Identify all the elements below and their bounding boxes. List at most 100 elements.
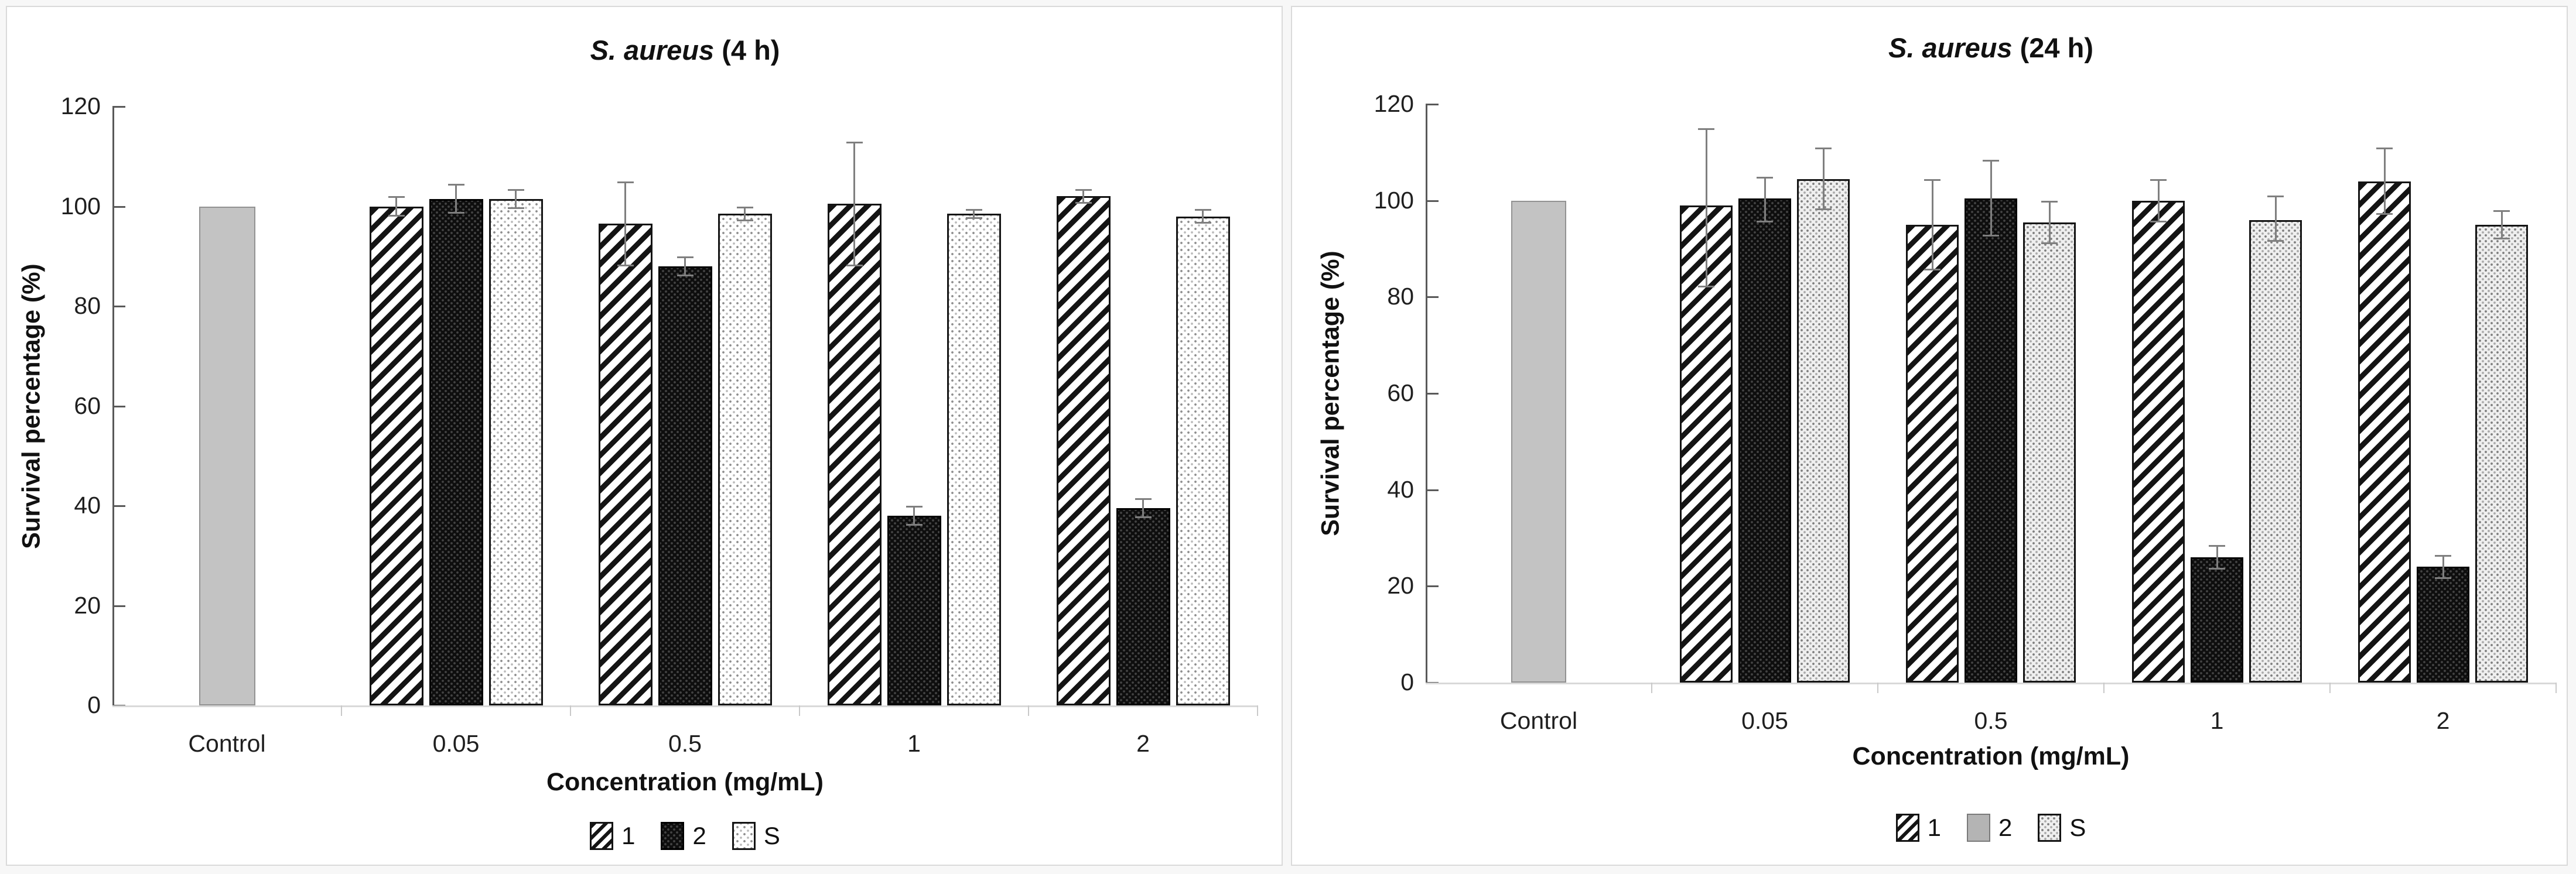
error-bar-line [1931, 179, 1933, 271]
error-bar-cap-top [2150, 179, 2167, 181]
category-boundary-tick [1651, 683, 1652, 693]
error-bar-cap-top [2041, 200, 2058, 203]
error-bar-line [515, 188, 517, 209]
legend-label: 2 [692, 822, 706, 849]
y-tick-mark [1426, 104, 1439, 105]
bar-series-1-1 [827, 204, 882, 705]
legend-label: 1 [1927, 814, 1941, 841]
error-bar [2209, 545, 2225, 570]
bar-series-S-0.5 [718, 214, 772, 705]
y-tick-label: 40 [74, 492, 101, 519]
bar-series-1-1 [2132, 200, 2185, 683]
error-bar-line [1142, 498, 1144, 519]
legend: 1 2 S [112, 822, 1258, 850]
legend-swatch-hatch [590, 822, 614, 850]
legend-item-1: 1 [590, 822, 635, 850]
error-bar-line [1764, 176, 1766, 222]
error-bar-cap-bottom [2376, 213, 2393, 215]
legend-item-S: S [2038, 814, 2086, 842]
chart-title-species: S. aureus [590, 35, 715, 66]
category-boundary-tick [2555, 683, 2557, 693]
bar-series-S-1 [2249, 220, 2302, 683]
y-tick-label: 80 [1387, 283, 1414, 310]
bar-series-S-0.05 [488, 198, 543, 705]
bar-series-S-2 [2475, 224, 2528, 683]
chart-title: S. aureus (24 h) [1426, 32, 2556, 64]
bar-series-1-0.05 [369, 206, 423, 705]
error-bar-cap-bottom [1924, 269, 1940, 271]
x-category-label-Control: Control [1499, 707, 1578, 734]
legend-swatch-dark-dot [661, 822, 685, 850]
error-bar-cap-top [1194, 208, 1211, 211]
error-bar-cap-bottom [1815, 208, 1832, 211]
legend-item-1: 1 [1895, 814, 1941, 842]
error-bar-cap-top [677, 256, 693, 258]
bar-series-2-1 [2191, 557, 2243, 683]
error-bar-cap-top [965, 208, 982, 211]
y-tick-label: 120 [60, 92, 101, 119]
error-bar-cap-bottom [2435, 577, 2451, 579]
error-bar-line [2500, 210, 2503, 239]
error-bar [846, 141, 863, 266]
error-bar [388, 196, 405, 217]
x-axis [112, 705, 1258, 707]
error-bar-cap-top [2435, 554, 2451, 557]
error-bar-cap-top [1135, 498, 1152, 501]
x-category-label-0.05: 0.05 [1741, 707, 1788, 734]
x-category-label-0.05: 0.05 [432, 730, 480, 757]
chart-title: S. aureus (4 h) [112, 34, 1258, 66]
error-bar-line [973, 208, 975, 219]
error-bar-cap-bottom [1135, 516, 1152, 519]
y-tick-label: 0 [1400, 669, 1414, 695]
y-tick-label: 40 [1387, 475, 1414, 503]
bar-series-Control-Control [1511, 200, 1566, 683]
legend-item-2: 2 [1966, 814, 2013, 842]
legend: 1 2 S [1426, 814, 2556, 842]
category-boundary-tick [2103, 683, 2104, 693]
error-bar [1698, 128, 1714, 287]
error-bar-cap-bottom [906, 524, 923, 526]
x-axis-title: Concentration (mg/mL) [546, 768, 824, 796]
error-bar [1924, 179, 1940, 271]
legend-swatch-solid-gray [1966, 814, 1990, 842]
error-bar-line [1202, 208, 1204, 224]
legend-label: 2 [1998, 814, 2013, 841]
bar-series-2-0.05 [1738, 198, 1791, 683]
legend-label: S [2069, 814, 2086, 841]
error-bar-cap-top [2376, 148, 2393, 150]
y-tick-mark [1426, 489, 1439, 491]
bar-series-2-0.5 [1965, 198, 2017, 683]
x-axis [1426, 683, 2556, 684]
error-bar-cap-bottom [447, 212, 464, 214]
error-bar-cap-top [1815, 148, 1832, 150]
error-bar-cap-bottom [2267, 239, 2284, 242]
error-bar-cap-bottom [388, 214, 405, 217]
y-tick-label: 80 [74, 292, 101, 319]
error-bar-cap-top [507, 188, 524, 191]
error-bar [1757, 176, 1773, 222]
legend-item-2: 2 [661, 822, 706, 850]
y-axis-title: Survival percentage (%) [1316, 251, 1345, 536]
error-bar-cap-top [846, 141, 863, 143]
legend-item-S: S [732, 822, 780, 850]
error-bar-line [2216, 545, 2218, 570]
bar-series-2-0.5 [658, 266, 712, 705]
category-boundary-tick [2329, 683, 2331, 693]
error-bar-cap-top [1757, 176, 1773, 179]
error-bar [2150, 179, 2167, 222]
error-bar-line [1082, 188, 1084, 204]
bar-series-S-1 [947, 214, 1001, 705]
chart-title-species: S. aureus [1888, 32, 2013, 63]
error-bar-cap-bottom [1757, 220, 1773, 222]
error-bar [2267, 196, 2284, 242]
y-tick-label: 60 [74, 392, 101, 419]
error-bar-line [624, 181, 626, 266]
error-bar-cap-top [1983, 159, 1999, 162]
x-category-label-1: 1 [2210, 707, 2224, 734]
error-bar-line [2383, 148, 2386, 215]
chart-title-timepoint: (4 h) [714, 35, 780, 66]
x-category-label-0.5: 0.5 [668, 730, 702, 757]
x-axis-title: Concentration (mg/mL) [1852, 742, 2130, 770]
error-bar [2435, 554, 2451, 579]
